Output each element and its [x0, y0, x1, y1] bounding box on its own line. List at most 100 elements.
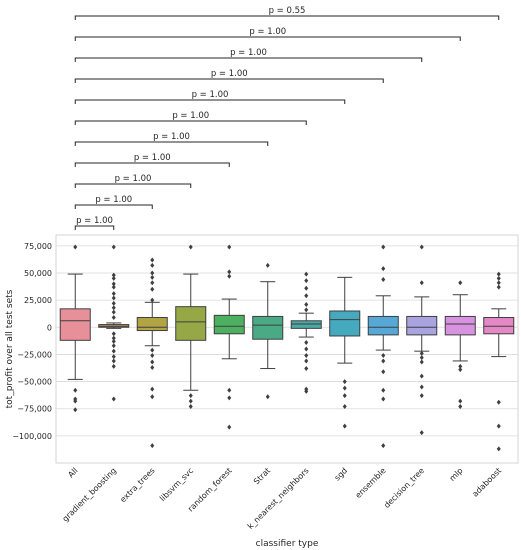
x-tick-label: sgd: [333, 466, 349, 482]
outlier-point: [458, 404, 463, 410]
outlier-point: [419, 355, 424, 361]
annotation-label: p = 1.00: [230, 48, 267, 58]
annotation-label: p = 1.00: [76, 216, 113, 226]
outlier-point: [73, 387, 78, 393]
box-body: [290, 320, 322, 329]
outlier-point: [111, 300, 116, 306]
annotation-label: p = 1.00: [172, 111, 209, 121]
outlier-point: [342, 423, 347, 429]
outlier-point: [342, 393, 347, 399]
outlier-point: [188, 404, 193, 410]
outlier-point: [227, 387, 232, 393]
y-tick-label: −50,000: [17, 378, 52, 387]
box-extra_trees: [136, 257, 168, 449]
x-tick-label: libsvm_svc: [158, 466, 195, 503]
y-tick-label: −100,000: [12, 432, 52, 441]
outlier-point: [381, 244, 386, 250]
outlier-point: [73, 407, 78, 413]
outlier-point: [111, 358, 116, 364]
outlier-point: [419, 430, 424, 436]
annotation-bracket: [74, 36, 461, 41]
box-body: [175, 306, 207, 341]
outlier-point: [419, 359, 424, 365]
x-tick-label: Strat: [252, 466, 272, 486]
outlier-point: [111, 331, 116, 337]
outlier-point: [342, 404, 347, 410]
outlier-point: [458, 367, 463, 373]
x-tick-label: All: [66, 466, 79, 479]
y-tick-label: −25,000: [17, 350, 52, 359]
y-tick-label: 75,000: [24, 242, 52, 251]
x-tick-label: ensemble: [354, 466, 388, 500]
outlier-point: [150, 286, 155, 292]
annotation-bracket: [74, 183, 192, 188]
annotation-random_forest: p = 1.00: [74, 153, 230, 167]
outlier-point: [111, 354, 116, 360]
outlier-point: [381, 353, 386, 359]
outlier-point: [150, 297, 155, 303]
box-mlp: [444, 280, 476, 410]
annotation-bracket: [74, 141, 269, 146]
annotation-extra_trees: p = 1.00: [74, 195, 153, 209]
annotation-sgd: p = 1.00: [74, 90, 346, 104]
outlier-point: [188, 393, 193, 399]
outlier-point: [458, 363, 463, 369]
annotation-label: p = 1.00: [192, 90, 229, 100]
x-tick-label: mlp: [448, 466, 465, 483]
outlier-point: [111, 348, 116, 354]
outlier-point: [227, 273, 232, 279]
x-tick-label: adaboost: [471, 466, 504, 499]
outlier-point: [304, 353, 309, 359]
outlier-point: [304, 301, 309, 307]
outlier-point: [304, 346, 309, 352]
outlier-point: [496, 271, 501, 277]
outlier-point: [458, 398, 463, 404]
significance-annotations: p = 1.00 p = 1.00 p = 1.00 p = 1.00 p = 1.00…: [74, 6, 500, 230]
outlier-point: [419, 350, 424, 356]
outlier-point: [150, 262, 155, 268]
outlier-point: [304, 366, 309, 372]
annotation-label: p = 1.00: [211, 69, 248, 79]
outlier-point: [111, 275, 116, 281]
outlier-point: [111, 363, 116, 369]
annotation-k_nearest_neighbors: p = 1.00: [74, 111, 307, 125]
box-ensemble: [367, 244, 399, 449]
outlier-point: [73, 244, 78, 250]
box-random_forest: [213, 244, 245, 430]
outlier-point: [419, 384, 424, 390]
outlier-point: [419, 393, 424, 399]
x-tick-label: decision_tree: [382, 466, 426, 510]
annotation-bracket: [74, 15, 500, 20]
annotation-decision_tree: p = 1.00: [74, 48, 423, 62]
outlier-point: [265, 394, 270, 400]
box-decision_tree: [406, 244, 438, 436]
outlier-point: [150, 386, 155, 392]
y-tick-label: 25,000: [24, 296, 52, 305]
outlier-point: [265, 262, 270, 268]
outlier-point: [111, 343, 116, 349]
annotation-label: p = 1.00: [153, 132, 190, 142]
annotation-label: p = 0.55: [269, 6, 306, 16]
outlier-point: [111, 338, 116, 344]
plot-area: [55, 234, 519, 464]
x-axis-label: classifier type: [256, 539, 319, 549]
y-tick-label: 0: [47, 323, 52, 332]
outlier-point: [111, 335, 116, 341]
outlier-point: [419, 280, 424, 286]
outlier-point: [73, 398, 78, 404]
annotation-bracket: [74, 225, 115, 230]
y-tick-label: 50,000: [24, 269, 52, 278]
outlier-point: [150, 280, 155, 286]
outlier-point: [496, 423, 501, 429]
outlier-point: [111, 284, 116, 290]
box-body: [59, 308, 91, 341]
outlier-point: [304, 307, 309, 313]
box-Strat: [252, 262, 284, 400]
outlier-point: [496, 446, 501, 452]
annotation-label: p = 1.00: [95, 195, 132, 205]
outlier-point: [111, 291, 116, 297]
y-tick-label: −75,000: [17, 405, 52, 414]
outlier-point: [150, 394, 155, 400]
